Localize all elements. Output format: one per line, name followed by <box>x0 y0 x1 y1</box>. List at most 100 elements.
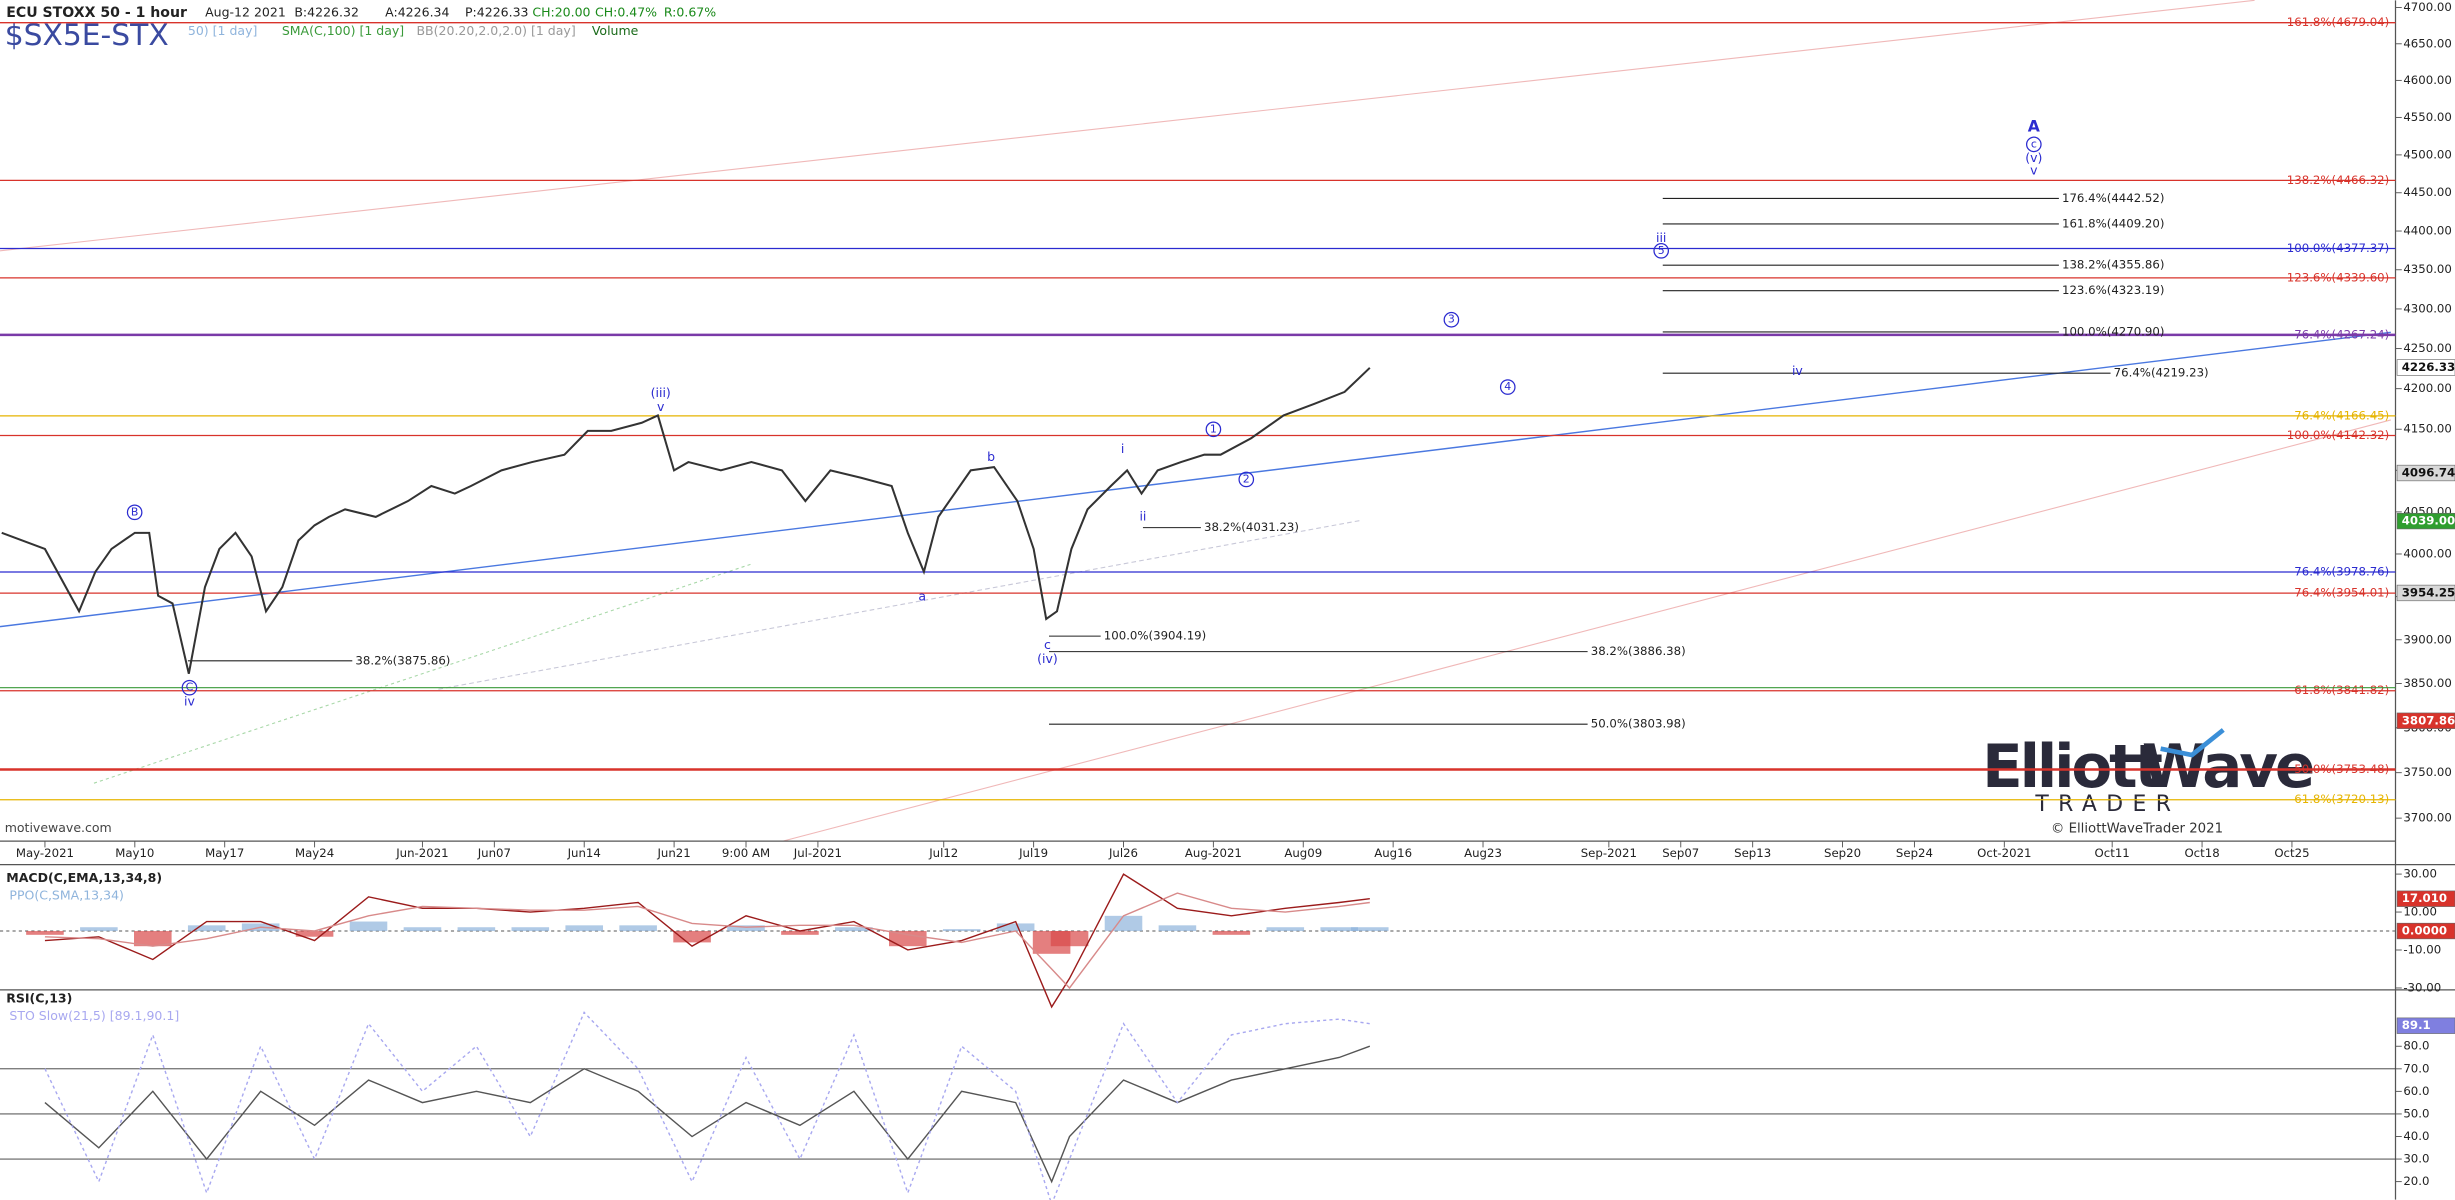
y-tick-label: 60.0 <box>2403 1084 2429 1098</box>
y-tick-label: 4150.00 <box>2403 422 2452 436</box>
price-tag-label: 89.1 <box>2402 1018 2431 1032</box>
histogram-bar <box>619 925 657 932</box>
logo-text: TRADER <box>2034 792 2180 817</box>
wave-label: iv <box>1792 363 1803 378</box>
indicator-legend: Volume <box>592 23 639 38</box>
x-tick-label: Jun21 <box>656 846 690 860</box>
y-tick-label: 70.0 <box>2403 1061 2429 1075</box>
y-tick-label: 40.0 <box>2403 1129 2429 1143</box>
price-tag-label: 4096.74 <box>2402 466 2455 480</box>
copyright: © ElliottWaveTrader 2021 <box>2051 822 2223 837</box>
y-tick-label: 3900.00 <box>2403 632 2452 646</box>
y-tick-label: 4450.00 <box>2403 185 2452 199</box>
histogram-bar <box>835 927 873 932</box>
histogram-bar <box>80 927 118 932</box>
quote: CH:20.00 <box>532 4 590 19</box>
histogram-bar <box>1050 931 1089 947</box>
wave-label: i <box>1121 441 1124 456</box>
fib-level-label: 161.8%(4679.04) <box>2287 15 2389 29</box>
y-tick-label: 50.0 <box>2403 1106 2429 1120</box>
quote: Aug-12 2021 <box>205 4 286 19</box>
wave-label: v <box>657 399 665 414</box>
indicator-legend: SMA(C,100) [1 day] <box>282 23 404 38</box>
indicator-legend: BB(20.20,2.0,2.0) [1 day] <box>416 23 575 38</box>
x-tick-label: Aug16 <box>1374 846 1412 860</box>
price-tag <box>2396 922 2455 940</box>
y-tick-label: 4600.00 <box>2403 73 2452 87</box>
fib-level-label: 61.8%(3720.13) <box>2294 792 2389 806</box>
wave-circle <box>2026 136 2042 153</box>
wave-label: iii <box>1656 230 1666 245</box>
trend-lines <box>0 0 2391 842</box>
fib-projection-label: 176.4%(4442.52) <box>2062 191 2164 205</box>
x-tick-label: Aug-2021 <box>1185 846 1242 860</box>
series-line <box>1 367 1371 674</box>
wave-label: A <box>2028 117 2041 136</box>
wave-label: 1 <box>1210 422 1217 435</box>
x-tick-label: Oct-2021 <box>1977 846 2031 860</box>
price-tag <box>2396 512 2455 530</box>
y-tick-label: 4650.00 <box>2403 36 2452 50</box>
y-tick-label: 4350.00 <box>2403 262 2452 276</box>
y-tick-label: -30.00 <box>2403 980 2441 994</box>
fib-level-label: 50.0%(3753.48) <box>2294 762 2389 776</box>
fib-level-label: 76.4%(3978.76) <box>2294 565 2389 579</box>
fib-level-label: 76.4%(3954.01) <box>2294 586 2389 600</box>
y-tick-label: 4550.00 <box>2403 110 2452 124</box>
price-tag <box>2396 890 2455 907</box>
price-tag-label: 4039.00 <box>2402 514 2455 528</box>
price-tag-label: 4226.33 <box>2402 360 2455 374</box>
fib-projection-label: 38.2%(3886.38) <box>1591 644 1686 658</box>
histogram-bar <box>1266 927 1305 932</box>
x-tick-label: May17 <box>205 846 244 860</box>
histogram-bar <box>727 925 765 932</box>
fib-projection-label: 100.0%(3904.19) <box>1104 629 1206 643</box>
fib-projection-label: 161.8%(4409.20) <box>2062 216 2164 230</box>
wave-label: a <box>918 588 926 603</box>
series-line <box>44 892 1370 990</box>
quote: R:0.67% <box>664 4 716 19</box>
histogram-bar <box>1158 925 1197 932</box>
fib-projection-label: 38.2%(3875.86) <box>355 653 450 667</box>
channel-line <box>93 563 752 784</box>
panel-title: MACD(C,EMA,13,34,8) <box>6 870 162 885</box>
series-line <box>44 1045 1371 1184</box>
histogram-bar <box>511 927 550 932</box>
wave-circle <box>126 504 143 521</box>
histogram-bar <box>781 931 819 935</box>
y-tick-label: 4250.00 <box>2403 341 2452 355</box>
histogram-bar <box>1212 931 1251 935</box>
fib-level-label: 123.6%(4339.60) <box>2287 270 2389 284</box>
price-tag <box>2396 712 2455 729</box>
wave-circle <box>1499 379 1516 395</box>
price-tag-label: 3954.25 <box>2402 585 2455 599</box>
wave-circle <box>1205 421 1222 438</box>
fib-projection-label: 38.2%(4031.23) <box>1204 520 1299 534</box>
price-tag-label: 0.0000 <box>2402 924 2447 938</box>
quote: P:4226.33 <box>465 4 529 19</box>
logo-text: Wave <box>2142 733 2313 802</box>
trend-line <box>0 331 2391 628</box>
histogram-bar <box>349 921 388 932</box>
histogram-bar <box>888 931 927 947</box>
x-tick-label: Jul12 <box>928 846 958 860</box>
wave-label: b <box>987 449 995 464</box>
x-tick-label: Oct11 <box>2095 846 2130 860</box>
y-tick-label: 4700.00 <box>2403 0 2452 14</box>
fib-projection-label: 50.0%(3803.98) <box>1591 717 1686 731</box>
x-tick-label: Jun07 <box>477 846 511 860</box>
y-tick-label: 10.00 <box>2403 905 2437 919</box>
y-tick-label: 4000.00 <box>2403 546 2452 560</box>
y-tick-label: 3750.00 <box>2403 765 2452 779</box>
fib-projection-label: 123.6%(4323.19) <box>2062 283 2164 297</box>
histogram-bar <box>942 929 981 932</box>
fib-level-label: 76.4%(4166.45) <box>2294 408 2389 422</box>
histogram-bar <box>1320 927 1358 932</box>
fib-level-label: 76.4%(4267.24) <box>2294 327 2389 341</box>
histogram-bar <box>457 927 496 932</box>
wave-label: (v) <box>2025 150 2042 165</box>
y-tick-label: 30.00 <box>2403 867 2437 881</box>
wave-label: v <box>2030 163 2038 178</box>
price-tag <box>2396 359 2455 376</box>
chart-title: ECU STOXX 50 - 1 hour <box>6 5 187 21</box>
